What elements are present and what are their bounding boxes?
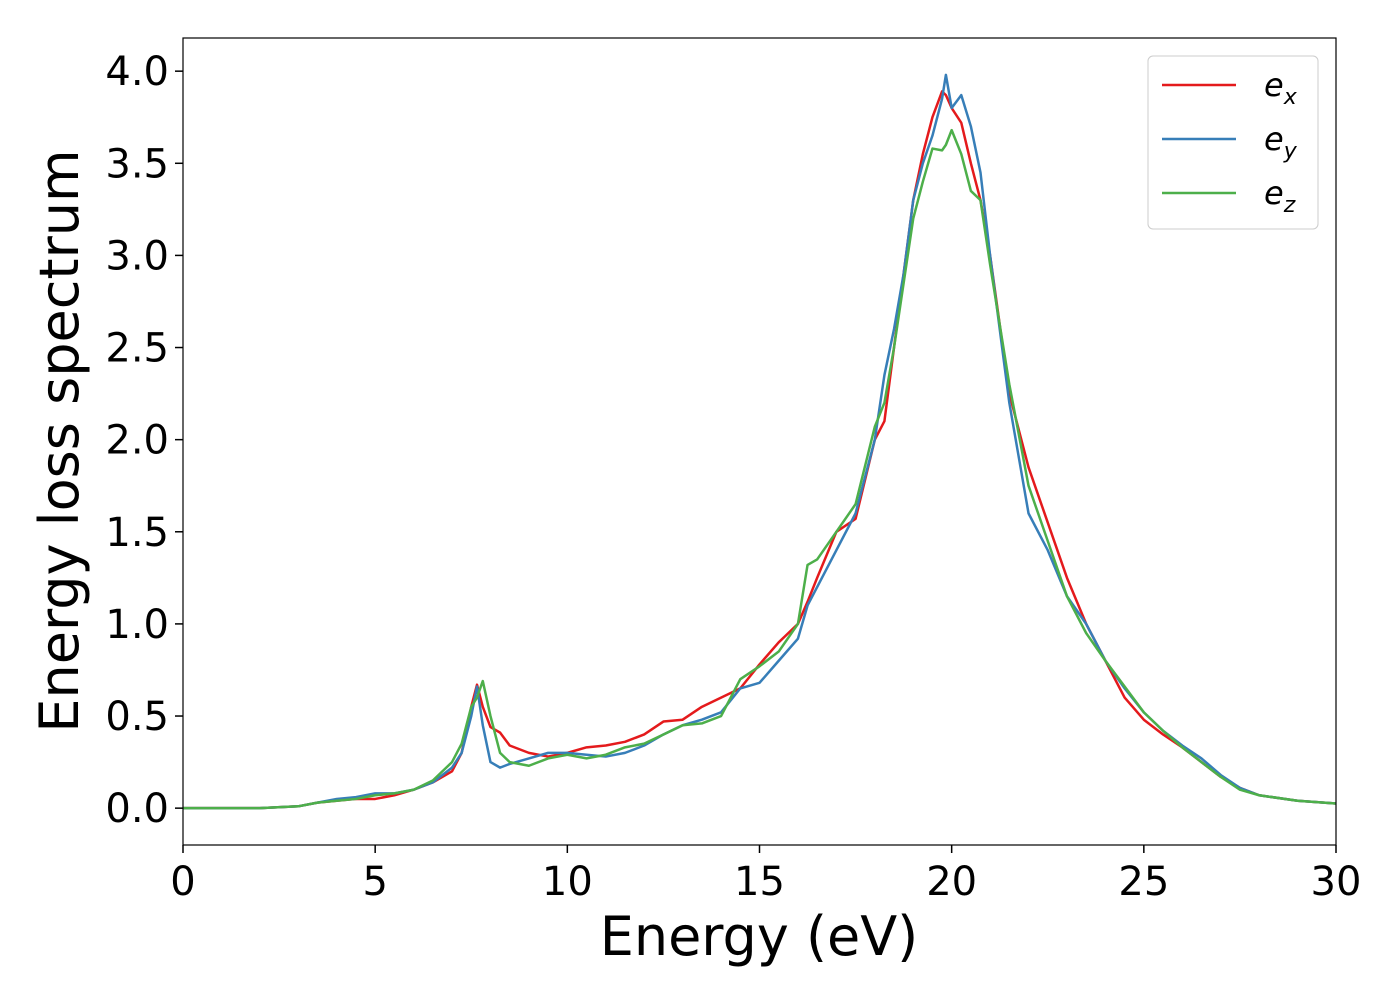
x-tick-label: 20 bbox=[926, 859, 977, 905]
y-tick-label: 0.0 bbox=[105, 786, 169, 832]
x-tick-label: 15 bbox=[734, 859, 785, 905]
y-tick-label: 0.5 bbox=[105, 694, 169, 740]
y-tick-label: 1.5 bbox=[105, 510, 169, 556]
legend-label: ey bbox=[1264, 120, 1298, 164]
legend-label: ex bbox=[1264, 66, 1298, 110]
y-tick-label: 1.0 bbox=[105, 602, 169, 648]
y-axis-label: Energy loss spectrum bbox=[28, 149, 91, 732]
legend-label: ez bbox=[1264, 174, 1296, 218]
x-tick-label: 0 bbox=[170, 859, 195, 905]
x-axis-label: Energy (eV) bbox=[600, 905, 919, 968]
legend-box bbox=[1147, 55, 1319, 230]
series-line bbox=[183, 73, 1337, 810]
y-tick-label: 3.0 bbox=[105, 233, 169, 279]
y-tick-label: 4.0 bbox=[105, 49, 169, 95]
series-line bbox=[183, 90, 1337, 810]
x-tick-label: 30 bbox=[1311, 859, 1362, 905]
x-tick-label: 25 bbox=[1118, 859, 1169, 905]
x-tick-label: 5 bbox=[362, 859, 387, 905]
series-line bbox=[183, 128, 1337, 810]
y-tick-label: 2.5 bbox=[105, 326, 169, 372]
x-tick-label: 10 bbox=[542, 859, 593, 905]
plot-frame bbox=[182, 37, 1337, 846]
y-tick-label: 3.5 bbox=[105, 141, 169, 187]
y-tick-label: 2.0 bbox=[105, 418, 169, 464]
